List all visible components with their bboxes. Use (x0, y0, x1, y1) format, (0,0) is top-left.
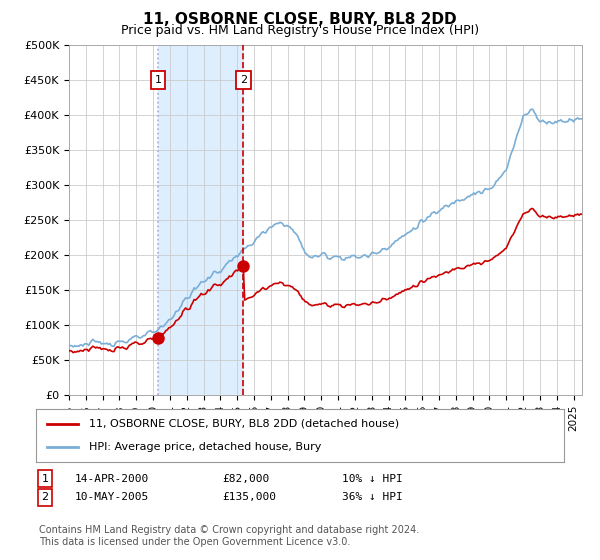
Text: 14-APR-2000: 14-APR-2000 (75, 474, 149, 484)
Text: 10-MAY-2005: 10-MAY-2005 (75, 492, 149, 502)
Text: £82,000: £82,000 (222, 474, 269, 484)
Text: Price paid vs. HM Land Registry's House Price Index (HPI): Price paid vs. HM Land Registry's House … (121, 24, 479, 37)
Text: HPI: Average price, detached house, Bury: HPI: Average price, detached house, Bury (89, 442, 321, 452)
Text: £135,000: £135,000 (222, 492, 276, 502)
Bar (158, 45, 244, 395)
Text: 1: 1 (154, 75, 161, 85)
Text: 2: 2 (240, 75, 247, 85)
Text: 2: 2 (41, 492, 49, 502)
Text: 11, OSBORNE CLOSE, BURY, BL8 2DD (detached house): 11, OSBORNE CLOSE, BURY, BL8 2DD (detach… (89, 419, 399, 429)
Text: Contains HM Land Registry data © Crown copyright and database right 2024.
This d: Contains HM Land Registry data © Crown c… (39, 525, 419, 547)
Text: 1: 1 (41, 474, 49, 484)
Text: 10% ↓ HPI: 10% ↓ HPI (342, 474, 403, 484)
Text: 11, OSBORNE CLOSE, BURY, BL8 2DD: 11, OSBORNE CLOSE, BURY, BL8 2DD (143, 12, 457, 27)
Text: 36% ↓ HPI: 36% ↓ HPI (342, 492, 403, 502)
